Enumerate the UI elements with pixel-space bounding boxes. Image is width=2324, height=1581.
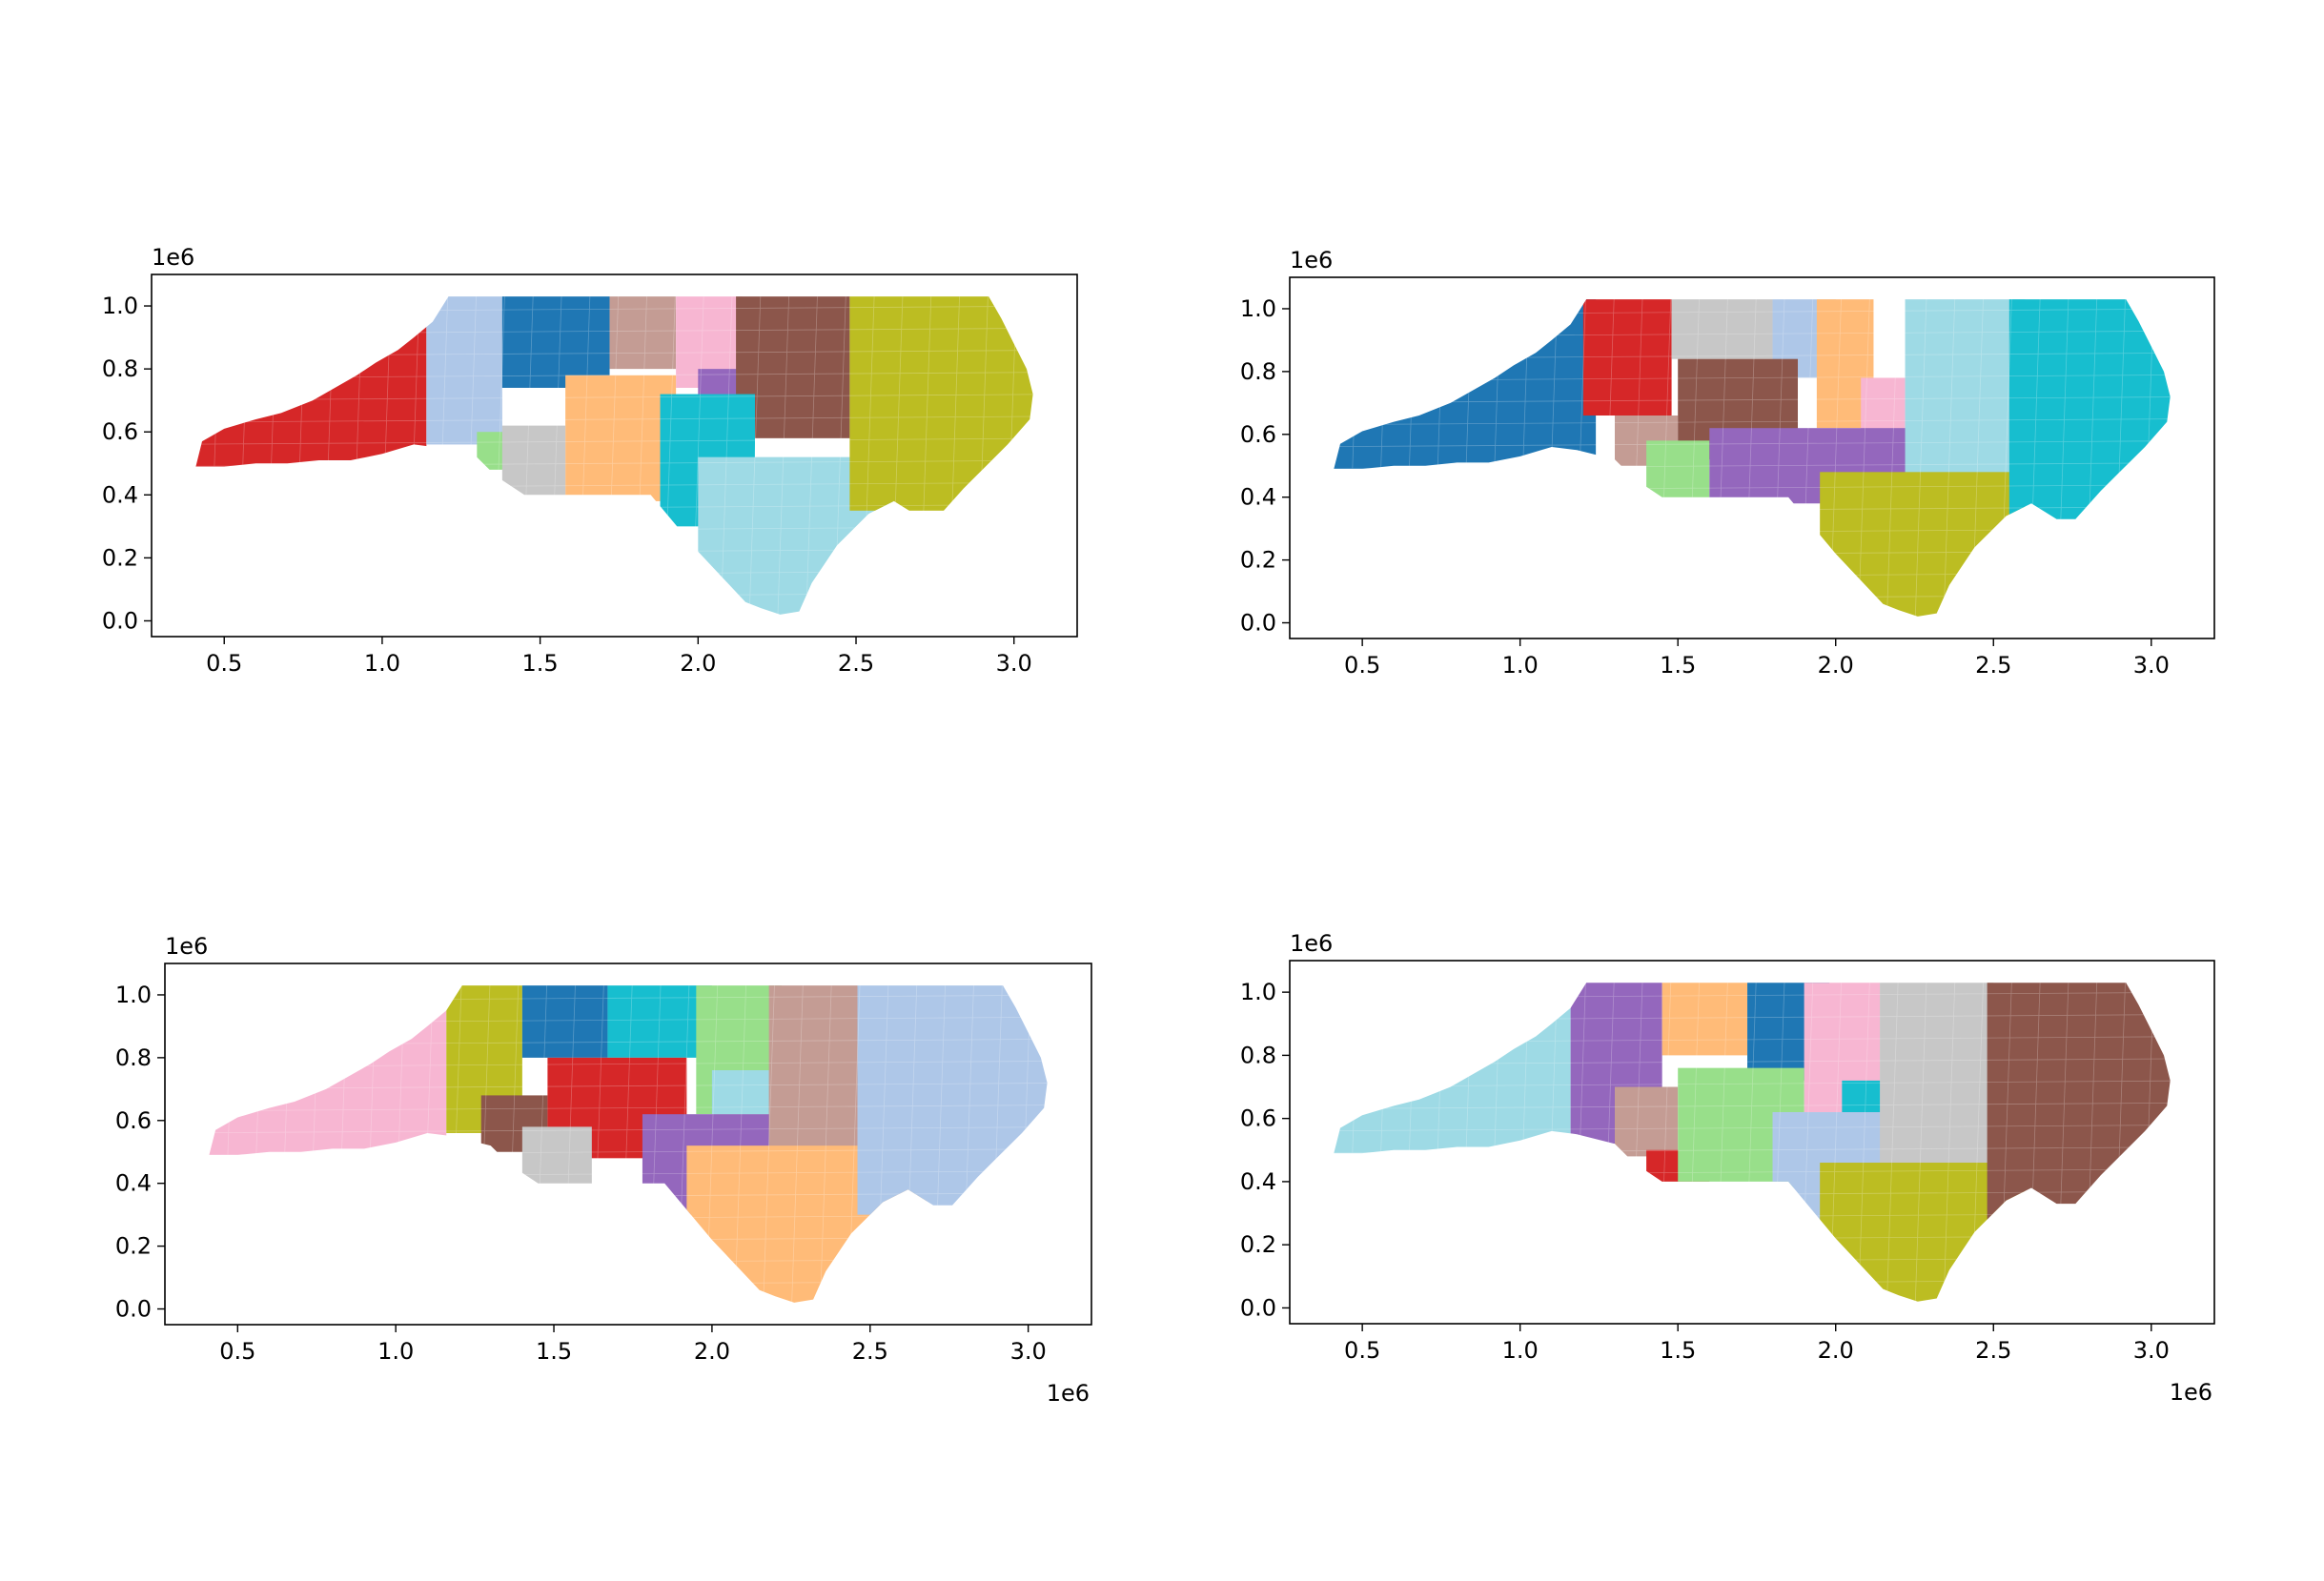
axes-frame — [151, 274, 1078, 638]
x-tick-label: 0.5 — [206, 650, 242, 677]
y-tick-label: 0.0 — [102, 607, 138, 634]
district-region — [501, 296, 610, 388]
x-tick-label: 2.0 — [1818, 652, 1854, 679]
district-region — [857, 985, 1048, 1215]
x-tick-label: 1.5 — [536, 1338, 572, 1365]
y-offset-label: 1e6 — [165, 933, 208, 960]
x-tick-label: 3.0 — [2133, 652, 2170, 679]
district-region — [1582, 299, 1672, 416]
district-region — [1905, 299, 2026, 497]
x-tick-label: 2.0 — [680, 650, 716, 677]
x-tick-label: 2.5 — [852, 1338, 888, 1365]
x-tick-label: 3.0 — [1010, 1338, 1047, 1365]
y-tick-label: 0.4 — [1240, 1168, 1276, 1195]
axes-frame — [1289, 276, 2215, 639]
x-tick-label: 2.0 — [1818, 1337, 1854, 1364]
axes-frame — [164, 963, 1092, 1326]
district-region — [209, 985, 447, 1303]
district-region — [607, 985, 712, 1058]
y-tick-label: 0.2 — [1240, 1231, 1276, 1258]
x-tick-label: 1.5 — [1660, 1337, 1696, 1364]
map-panel-bottom-right: 0.5 1.0 1.5 2.0 2.5 3.0 0.0 0.2 0.4 0.6 0.8 1.0 1e6 1… — [1240, 930, 2215, 1406]
district-region — [849, 296, 1033, 511]
x-tick-label: 1.0 — [1502, 652, 1539, 679]
x-offset-label: 1e6 — [1047, 1380, 1090, 1407]
y-tick-label: 1.0 — [115, 982, 152, 1008]
district-region — [1987, 983, 2171, 1220]
x-tick-label: 1.0 — [377, 1338, 414, 1365]
district-region — [1820, 472, 2026, 617]
x-tick-label: 1.5 — [522, 650, 559, 677]
y-tick-label: 0.4 — [115, 1170, 152, 1197]
y-tick-label: 1.0 — [1240, 979, 1276, 1005]
district-region — [2008, 299, 2171, 529]
x-tick-label: 2.0 — [694, 1338, 730, 1365]
y-tick-label: 0.6 — [102, 418, 138, 445]
y-tick-label: 0.6 — [1240, 1105, 1276, 1132]
y-offset-label: 1e6 — [1290, 247, 1333, 274]
y-tick-label: 0.0 — [1240, 1294, 1276, 1321]
district-region — [1334, 983, 1571, 1302]
district-region — [1661, 983, 1748, 1056]
x-tick-label: 2.5 — [1975, 652, 2011, 679]
map-panel-top-right: 0.5 1.0 1.5 2.0 2.5 3.0 0.0 0.2 0.4 0.6 0.8 1.0 1e6 — [1240, 247, 2215, 679]
y-tick-label: 0.2 — [115, 1233, 152, 1260]
district-region — [609, 296, 677, 370]
x-tick-label: 1.0 — [1502, 1337, 1539, 1364]
y-tick-label: 0.2 — [102, 544, 138, 571]
district-region — [1646, 440, 1710, 504]
x-tick-label: 3.0 — [996, 650, 1032, 677]
district-region — [711, 1070, 776, 1115]
y-tick-label: 0.2 — [1240, 547, 1276, 574]
y-tick-label: 0.0 — [1240, 610, 1276, 637]
district-region — [195, 296, 427, 615]
district-region — [565, 375, 677, 501]
map-panel-top-left: 0.5 1.0 1.5 2.0 2.5 3.0 0.0 0.2 0.4 0.6 0.8 1.0 1e6 — [102, 244, 1078, 677]
y-tick-label: 0.8 — [1240, 358, 1276, 385]
district-region — [426, 296, 502, 445]
y-tick-label: 1.0 — [1240, 295, 1276, 322]
x-tick-label: 2.5 — [1975, 1337, 2011, 1364]
axes-frame — [1289, 960, 2215, 1325]
y-tick-label: 0.8 — [115, 1044, 152, 1071]
y-tick-label: 0.8 — [102, 355, 138, 382]
x-tick-label: 0.5 — [219, 1338, 255, 1365]
y-tick-label: 0.6 — [1240, 421, 1276, 448]
x-tick-label: 0.5 — [1344, 652, 1380, 679]
x-tick-label: 0.5 — [1344, 1337, 1380, 1364]
y-tick-label: 1.0 — [102, 293, 138, 319]
y-tick-label: 0.8 — [1240, 1042, 1276, 1068]
district-region — [1614, 1086, 1679, 1157]
district-region — [521, 1126, 592, 1190]
y-offset-label: 1e6 — [1290, 930, 1333, 957]
y-tick-label: 0.4 — [102, 481, 138, 508]
y-tick-label: 0.4 — [1240, 484, 1276, 511]
y-tick-label: 0.0 — [115, 1296, 152, 1323]
district-region — [768, 985, 858, 1159]
district-region — [1880, 983, 1994, 1169]
y-tick-label: 0.6 — [115, 1107, 152, 1134]
x-offset-label: 1e6 — [2170, 1379, 2212, 1406]
x-tick-label: 2.5 — [838, 650, 874, 677]
map-panel-bottom-left: 0.5 1.0 1.5 2.0 2.5 3.0 0.0 0.2 0.4 0.6 0.8 1.0 1e6 1… — [115, 933, 1092, 1407]
district-region — [521, 985, 608, 1058]
y-offset-label: 1e6 — [152, 244, 194, 271]
x-tick-label: 1.0 — [364, 650, 400, 677]
district-region — [1671, 299, 1773, 359]
x-tick-label: 1.5 — [1660, 652, 1696, 679]
district-region — [1334, 299, 1597, 617]
x-tick-label: 3.0 — [2133, 1337, 2170, 1364]
